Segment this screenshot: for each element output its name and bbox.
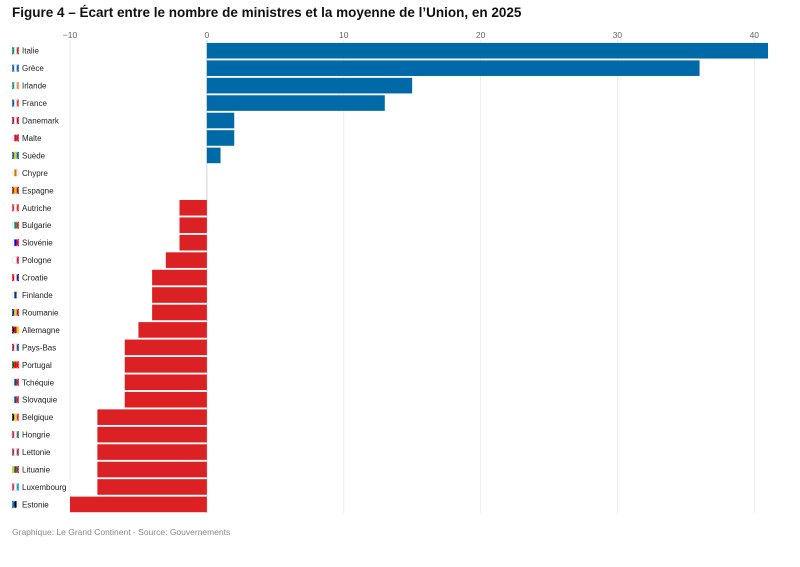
- category-labels: Italie Grèce Irlande France Danemark Malte Suè…: [11, 46, 66, 509]
- category-label: Finlande: [22, 291, 53, 300]
- bar-hongrie[interactable]: [97, 426, 207, 443]
- bar-tchéquie[interactable]: [124, 374, 207, 391]
- category-label: Lettonie: [22, 448, 51, 457]
- flag-icon: [11, 291, 20, 299]
- bar-allemagne[interactable]: [138, 322, 207, 338]
- flag-icon: [11, 64, 20, 72]
- flag-icon: [11, 46, 20, 55]
- x-tick-label: 0: [204, 30, 209, 40]
- category-label: Roumanie: [22, 308, 59, 317]
- bar-autriche[interactable]: [179, 199, 207, 216]
- flag-icon: [11, 308, 20, 317]
- bar-slovaquie[interactable]: [124, 391, 207, 408]
- bar-irlande[interactable]: [206, 77, 413, 94]
- category-label: Pologne: [22, 256, 52, 265]
- flag-icon: [11, 256, 20, 264]
- bar-pologne[interactable]: [165, 252, 207, 268]
- flag-icon: [11, 169, 20, 177]
- category-label: Chypre: [22, 169, 48, 178]
- bar-danemark[interactable]: [206, 112, 235, 129]
- x-tick-label: 30: [613, 30, 623, 40]
- category-label: Malte: [22, 134, 42, 143]
- chart-title: Figure 4 – Écart entre le nombre de mini…: [12, 5, 522, 20]
- bar-italie[interactable]: [206, 42, 769, 59]
- category-label: Tchéquie: [22, 378, 55, 387]
- flag-icon: [11, 273, 20, 282]
- bars: [70, 42, 769, 513]
- flag-icon: [11, 378, 20, 387]
- bar-bulgarie[interactable]: [179, 217, 207, 234]
- flag-icon: [11, 430, 20, 439]
- category-label: Lituanie: [22, 466, 51, 475]
- bar-lettonie[interactable]: [97, 444, 207, 460]
- flag-icon: [11, 151, 20, 160]
- category-label: Pays-Bas: [22, 343, 56, 352]
- flag-icon: [11, 395, 20, 404]
- bar-pays-bas[interactable]: [124, 339, 207, 356]
- category-label: Danemark: [22, 117, 60, 126]
- bar-croatie[interactable]: [152, 269, 207, 286]
- flag-icon: [11, 134, 20, 142]
- flag-icon: [11, 326, 20, 334]
- category-label: Slovénie: [22, 239, 53, 248]
- x-tick-label: 10: [339, 30, 349, 40]
- bar-france[interactable]: [206, 95, 385, 111]
- flag-icon: [11, 186, 20, 195]
- flag-icon: [11, 465, 20, 474]
- flag-icon: [11, 483, 20, 491]
- bar-suède[interactable]: [206, 147, 221, 164]
- bar-lituanie[interactable]: [97, 461, 207, 478]
- bar-malte[interactable]: [206, 130, 235, 146]
- category-label: Grèce: [22, 64, 44, 73]
- category-label: Croatie: [22, 274, 48, 283]
- flag-icon: [11, 343, 20, 352]
- category-label: Hongrie: [22, 431, 51, 440]
- flag-icon: [11, 81, 20, 90]
- bar-belgique[interactable]: [97, 409, 207, 425]
- category-label: Belgique: [22, 413, 54, 422]
- flag-icon: [11, 221, 20, 229]
- flag-icon: [11, 500, 20, 509]
- category-label: Espagne: [22, 186, 54, 195]
- source-note: Graphique: Le Grand Continent - Source: …: [12, 527, 231, 537]
- bar-estonie[interactable]: [70, 496, 207, 513]
- category-label: Luxembourg: [22, 483, 66, 492]
- category-label: Bulgarie: [22, 221, 52, 230]
- flag-icon: [11, 204, 20, 212]
- category-label: France: [22, 99, 47, 108]
- flag-icon: [11, 448, 20, 456]
- bar-slovénie[interactable]: [179, 234, 207, 251]
- category-label: Estonie: [22, 500, 49, 509]
- category-label: Irlande: [22, 82, 47, 91]
- bar-grèce[interactable]: [206, 60, 700, 76]
- flag-icon: [11, 361, 20, 369]
- x-tick-label: 20: [476, 30, 486, 40]
- bar-luxembourg[interactable]: [97, 479, 207, 495]
- category-label: Portugal: [22, 361, 52, 370]
- flag-icon: [11, 238, 20, 247]
- bar-roumanie[interactable]: [152, 304, 207, 321]
- x-tick-label: 40: [750, 30, 760, 40]
- flag-icon: [11, 99, 20, 107]
- flag-icon: [11, 413, 20, 421]
- category-label: Allemagne: [22, 326, 60, 335]
- bar-portugal[interactable]: [124, 357, 207, 373]
- category-label: Autriche: [22, 204, 52, 213]
- flag-icon: [11, 116, 20, 125]
- category-label: Slovaquie: [22, 396, 58, 405]
- x-axis-ticks: −10 0 10 20 30 40: [63, 30, 760, 40]
- bar-finlande[interactable]: [152, 287, 207, 303]
- category-label: Italie: [22, 47, 39, 56]
- x-tick-label: −10: [63, 30, 78, 40]
- category-label: Suède: [22, 151, 46, 160]
